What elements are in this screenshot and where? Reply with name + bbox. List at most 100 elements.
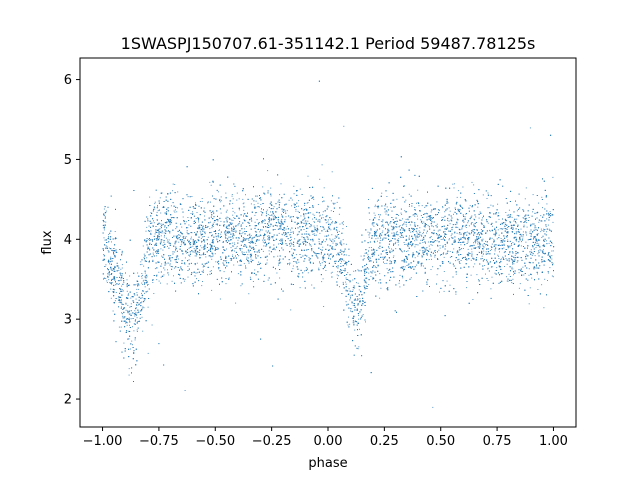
data-point: [404, 229, 406, 231]
data-point: [408, 193, 410, 195]
data-point: [447, 252, 448, 254]
data-point: [302, 209, 304, 211]
data-point: [121, 250, 123, 252]
data-point: [159, 242, 161, 244]
data-point: [312, 213, 314, 215]
data-point: [506, 276, 507, 278]
data-point: [426, 216, 428, 218]
data-point: [533, 266, 535, 268]
data-point: [142, 280, 144, 282]
data-point: [183, 235, 185, 237]
data-point: [374, 232, 376, 234]
data-point: [201, 270, 203, 272]
data-point: [537, 253, 539, 255]
data-point: [168, 274, 170, 276]
data-point: [498, 212, 500, 214]
data-point: [250, 203, 252, 205]
data-point: [277, 255, 279, 257]
data-point: [103, 237, 105, 239]
data-point: [440, 254, 441, 256]
data-point: [526, 219, 528, 221]
data-point: [286, 210, 288, 212]
data-point: [290, 309, 292, 311]
data-point: [118, 297, 120, 299]
data-point: [409, 224, 411, 226]
data-point: [402, 277, 404, 279]
data-point: [289, 217, 291, 219]
data-point: [444, 211, 446, 213]
data-point: [369, 257, 371, 259]
data-point: [134, 339, 136, 341]
data-point: [362, 314, 364, 316]
data-point: [276, 272, 278, 274]
data-point: [102, 227, 104, 229]
data-point: [314, 221, 316, 223]
data-point: [306, 202, 308, 204]
data-point: [128, 374, 130, 376]
data-point: [267, 279, 269, 281]
data-point: [176, 257, 178, 259]
data-point: [107, 273, 109, 275]
data-point: [486, 198, 488, 199]
data-point: [169, 263, 171, 265]
data-point: [122, 317, 124, 319]
data-point: [156, 239, 158, 241]
data-point: [157, 262, 159, 263]
data-point: [462, 220, 463, 222]
data-point: [235, 231, 237, 233]
data-point: [491, 243, 493, 245]
data-point: [146, 226, 148, 228]
data-point: [238, 209, 240, 211]
data-point: [518, 287, 520, 289]
data-point: [218, 230, 220, 231]
data-point: [479, 252, 481, 253]
data-point: [210, 256, 212, 258]
data-point: [424, 248, 426, 250]
data-point: [443, 217, 445, 219]
data-point: [149, 196, 151, 198]
data-point: [317, 204, 319, 205]
data-point: [299, 188, 301, 190]
data-point: [393, 227, 395, 229]
data-point: [536, 264, 537, 266]
data-point: [368, 199, 369, 200]
data-point: [458, 233, 460, 235]
data-point: [108, 241, 110, 243]
data-point: [378, 247, 380, 249]
data-point: [210, 201, 211, 203]
data-point: [287, 263, 288, 265]
data-point: [284, 221, 286, 223]
data-point: [259, 206, 260, 208]
data-point: [539, 249, 541, 251]
data-point: [466, 258, 467, 260]
data-point: [529, 287, 531, 289]
data-point: [443, 239, 445, 240]
data-point: [272, 212, 274, 214]
data-point: [269, 215, 271, 216]
data-point: [352, 304, 354, 306]
data-point: [263, 237, 265, 239]
data-point: [302, 241, 304, 243]
data-point: [136, 315, 137, 317]
data-point: [121, 289, 123, 291]
data-point: [155, 243, 157, 245]
data-point: [104, 216, 106, 218]
data-point: [543, 253, 544, 254]
data-point: [322, 259, 324, 261]
data-point: [420, 265, 422, 267]
data-point: [391, 232, 393, 234]
data-point: [470, 259, 472, 261]
data-point: [543, 230, 545, 232]
data-point: [491, 225, 493, 227]
data-point: [329, 238, 331, 240]
data-point: [323, 226, 325, 228]
data-point: [325, 222, 327, 224]
data-point: [331, 271, 333, 273]
data-point: [414, 257, 416, 259]
data-point: [285, 232, 287, 234]
data-point: [327, 221, 329, 223]
data-point: [143, 282, 145, 284]
data-point: [327, 205, 329, 207]
data-point: [494, 235, 496, 237]
data-point: [542, 261, 544, 262]
